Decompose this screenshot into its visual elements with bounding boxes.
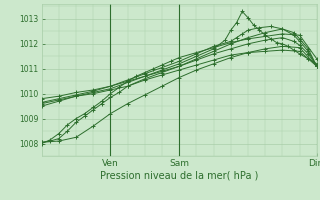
X-axis label: Pression niveau de la mer( hPa ): Pression niveau de la mer( hPa ) (100, 171, 258, 181)
